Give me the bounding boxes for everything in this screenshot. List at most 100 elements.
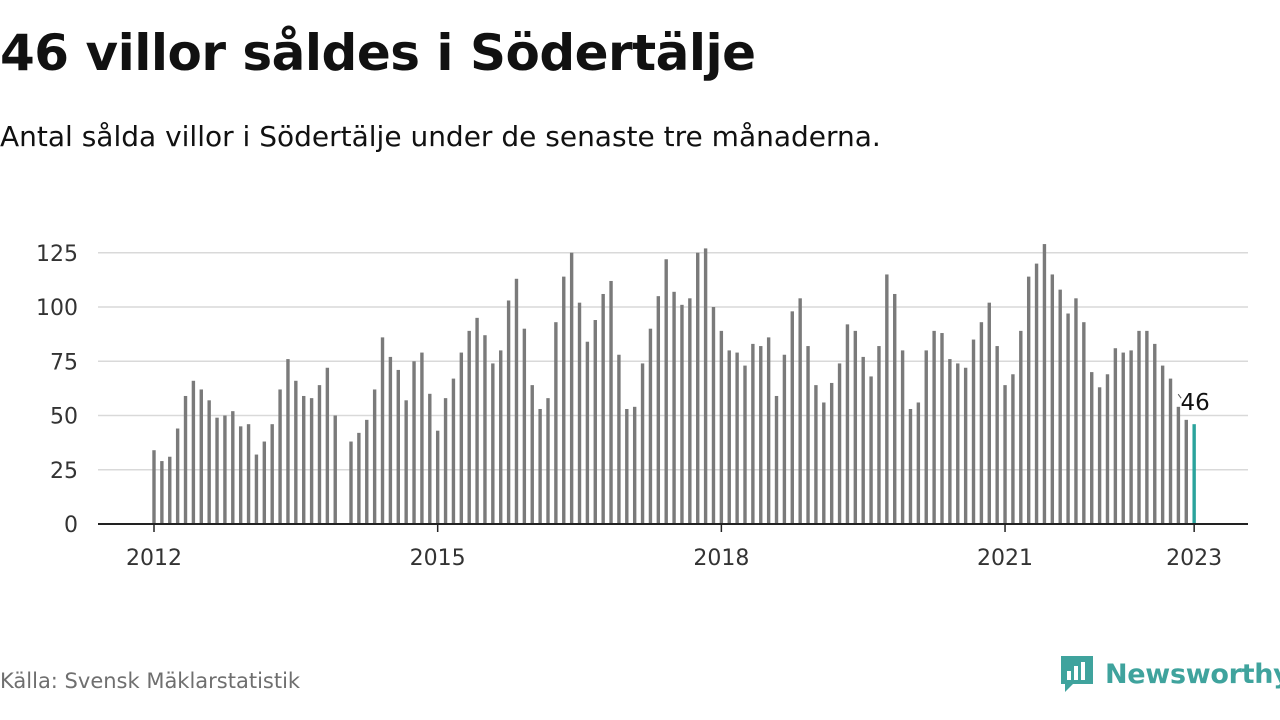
bar <box>593 320 597 524</box>
bar <box>491 363 495 524</box>
bar <box>420 352 424 524</box>
bar <box>1097 387 1102 524</box>
bar <box>309 398 314 524</box>
x-tick-label: 2018 <box>693 546 749 571</box>
bar <box>435 430 440 524</box>
bar <box>995 346 999 524</box>
bar <box>538 408 542 524</box>
bar <box>459 352 464 524</box>
bar <box>215 417 219 524</box>
bar <box>294 380 298 524</box>
bar <box>499 350 503 524</box>
highlight-bar <box>1192 424 1196 524</box>
bar <box>625 408 629 524</box>
bar <box>1034 263 1039 524</box>
bar <box>1129 350 1133 524</box>
bar <box>1042 244 1047 524</box>
bar <box>530 385 534 524</box>
bar <box>207 400 211 524</box>
bar <box>554 322 558 524</box>
bar <box>1074 298 1078 524</box>
brand-logo[interactable]: Newsworthy <box>1059 654 1280 694</box>
bar <box>1145 330 1149 524</box>
bar <box>246 424 251 524</box>
highlight-value-label: 46 <box>1181 390 1210 416</box>
bar <box>940 333 944 524</box>
bar <box>766 337 771 524</box>
bar <box>372 389 377 524</box>
bar <box>743 365 747 524</box>
bar <box>349 441 353 524</box>
bar <box>451 378 456 524</box>
bar <box>1066 313 1070 524</box>
bar <box>877 346 881 524</box>
bar <box>254 454 259 524</box>
bar <box>680 304 684 524</box>
bar <box>475 317 479 524</box>
bar <box>365 419 369 524</box>
bar <box>506 300 511 524</box>
bar <box>1003 385 1007 524</box>
bar <box>443 398 448 524</box>
bar <box>885 274 889 524</box>
bar <box>1160 365 1165 524</box>
bar <box>175 428 180 524</box>
y-tick-label: 75 <box>50 350 78 375</box>
bar <box>1153 343 1157 524</box>
bar <box>900 350 905 524</box>
bar <box>1050 274 1055 524</box>
bar <box>412 361 416 524</box>
bar <box>1105 374 1110 524</box>
axes: 0 25 50 75 100 125 2012 2015 2018 2021 2023 <box>36 242 1248 571</box>
bar <box>861 356 865 524</box>
bar <box>262 441 267 524</box>
bar <box>971 339 976 524</box>
bar <box>735 352 739 524</box>
source-note: Källa: Svensk Mäklarstatistik <box>0 669 301 693</box>
y-tick-label: 100 <box>36 296 78 321</box>
bar <box>696 252 700 524</box>
bar <box>688 298 692 524</box>
bar <box>428 393 432 524</box>
bar <box>562 276 566 524</box>
y-tick-label: 25 <box>50 459 78 484</box>
page-title: 46 villor såldes i Södertälje <box>0 24 756 82</box>
bar <box>987 302 991 524</box>
bar <box>601 293 605 524</box>
bar <box>1011 374 1015 524</box>
label-leader-line <box>1177 393 1182 399</box>
bar <box>199 389 203 524</box>
bar <box>806 346 810 524</box>
bar <box>160 461 164 524</box>
bar <box>782 354 787 524</box>
x-tick-label: 2012 <box>126 546 182 571</box>
bar <box>869 376 873 524</box>
bar <box>286 359 290 524</box>
bar <box>270 424 274 524</box>
bar <box>956 363 960 524</box>
x-tick-label: 2015 <box>410 546 466 571</box>
bar <box>302 395 306 524</box>
bar <box>664 259 668 524</box>
bar-chart: 0 25 50 75 100 125 2012 2015 2018 2021 2023 46 <box>36 242 1248 571</box>
page-subtitle: Antal sålda villor i Södertälje under de… <box>0 120 881 153</box>
bar <box>325 367 330 524</box>
bar <box>1137 330 1141 524</box>
bars <box>152 244 1196 524</box>
bar <box>948 359 952 524</box>
bar <box>751 343 755 524</box>
bar <box>522 328 527 524</box>
bar <box>814 385 818 524</box>
bar <box>1176 406 1181 524</box>
bar <box>727 350 731 524</box>
bar <box>577 302 582 524</box>
bar <box>963 367 968 524</box>
bar <box>632 406 637 524</box>
bar <box>467 330 471 524</box>
bar <box>152 450 156 524</box>
newsworthy-logo-icon <box>1061 656 1093 692</box>
bar <box>1168 378 1173 524</box>
bar <box>404 400 408 524</box>
bar <box>893 293 897 524</box>
y-tick-label: 50 <box>50 405 78 430</box>
